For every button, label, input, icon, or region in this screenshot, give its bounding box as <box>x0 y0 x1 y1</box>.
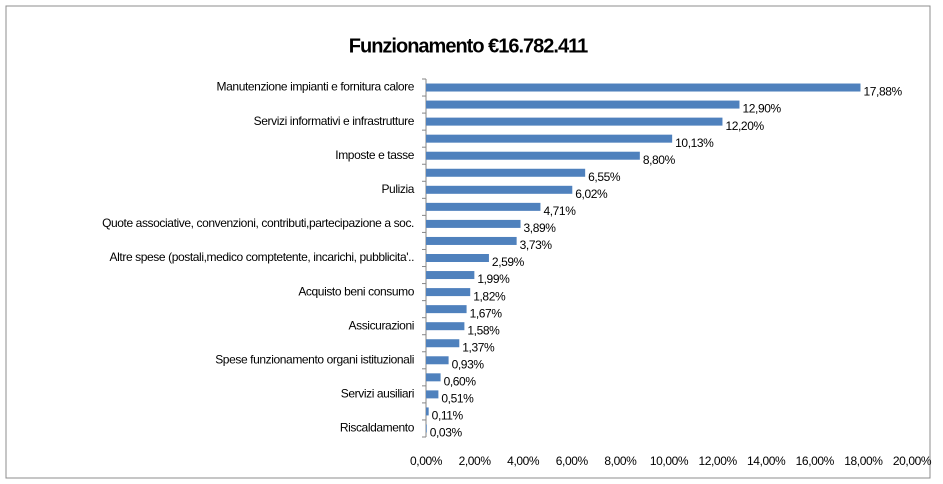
y-tick-label: Servizi ausiliari <box>341 387 414 401</box>
value-label: 1,99% <box>477 272 510 286</box>
y-tick-label: Riscaldamento <box>340 421 415 435</box>
y-tick-label: Altre spese (postali,medico comptetente,… <box>110 250 415 264</box>
bar <box>426 168 586 177</box>
value-label: 1,58% <box>467 323 500 337</box>
bar <box>426 424 427 433</box>
bar <box>426 117 723 126</box>
x-tick-label: 4,00% <box>507 454 540 468</box>
bar <box>426 83 861 92</box>
y-tick-label: Imposte e tasse <box>335 148 414 162</box>
chart-title: Funzionamento €16.782.411 <box>349 35 588 57</box>
x-tick-label: 16,00% <box>796 454 835 468</box>
x-tick-label: 20,00% <box>893 454 932 468</box>
value-label: 1,82% <box>473 289 506 303</box>
value-label: 0,11% <box>432 409 464 423</box>
bar <box>426 339 460 348</box>
x-tick-label: 2,00% <box>459 454 492 468</box>
x-tick-label: 0,00% <box>410 454 443 468</box>
bar <box>426 322 465 331</box>
value-label: 3,89% <box>524 221 557 235</box>
bar <box>426 288 471 297</box>
bar <box>426 254 489 262</box>
value-label: 0,60% <box>444 375 477 389</box>
bar <box>426 134 673 143</box>
value-label: 0,03% <box>430 426 463 440</box>
x-tick-label: 8,00% <box>604 454 637 468</box>
value-label: 8,80% <box>643 153 676 167</box>
y-tick-label: Assicurazioni <box>349 318 415 332</box>
value-label: 2,59% <box>492 255 525 269</box>
x-tick-label: 14,00% <box>747 454 786 468</box>
x-tick-label: 12,00% <box>698 454 737 468</box>
y-tick-label: Pulizia <box>381 182 414 196</box>
value-label: 4,71% <box>543 204 576 218</box>
value-label: 12,90% <box>742 102 781 116</box>
x-tick-label: 6,00% <box>556 454 589 468</box>
bar <box>426 305 467 314</box>
y-tick-label: Acquisto beni consumo <box>298 284 414 298</box>
x-tick-label: 10,00% <box>650 454 689 468</box>
bar <box>426 390 439 399</box>
value-label: 1,37% <box>462 340 495 354</box>
value-label: 12,20% <box>725 119 764 133</box>
bar <box>426 151 640 160</box>
value-label: 6,02% <box>575 187 608 201</box>
value-label: 1,67% <box>470 306 503 320</box>
value-label: 0,51% <box>441 392 474 406</box>
bar <box>426 185 573 194</box>
x-tick-label: 18,00% <box>844 454 883 468</box>
y-tick-label: Manutenzione impianti e fornitura calore <box>217 80 415 94</box>
y-tick-label: Spese funzionamento organi istituzionali <box>215 352 414 366</box>
bar <box>426 271 475 280</box>
value-label: 10,13% <box>675 136 714 150</box>
value-label: 6,55% <box>588 170 621 184</box>
bar <box>426 356 449 365</box>
y-tick-label: Servizi informativi e infrastrutture <box>254 114 415 128</box>
bar <box>426 202 541 211</box>
bar <box>426 407 429 416</box>
value-label: 3,73% <box>520 238 553 252</box>
value-label: 0,93% <box>452 357 485 371</box>
bar <box>426 219 521 228</box>
bar <box>426 100 740 109</box>
bar <box>426 236 517 245</box>
value-label: 17,88% <box>863 85 902 99</box>
bar <box>426 373 441 382</box>
y-tick-label: Quote associative, convenzioni, contribu… <box>102 216 414 230</box>
